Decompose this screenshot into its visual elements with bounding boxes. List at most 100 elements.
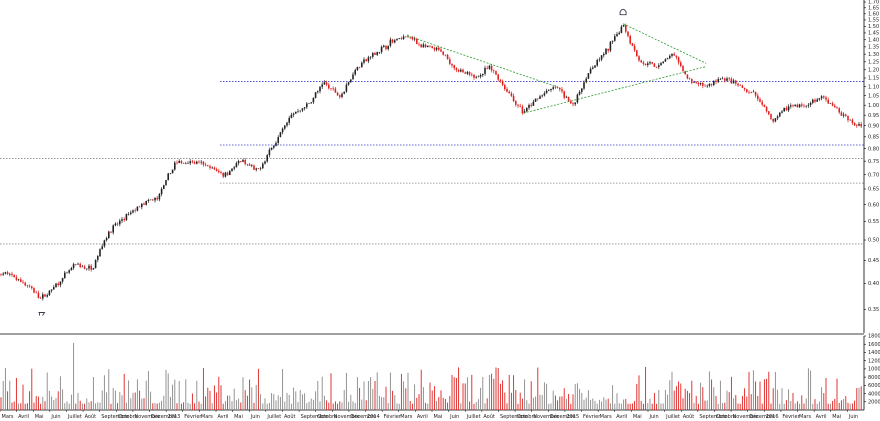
candle-body: [257, 168, 260, 170]
candle-body: [484, 67, 486, 74]
candle-body: [609, 41, 612, 51]
candle-body: [28, 285, 31, 287]
x-tick-label: Novembre: [733, 414, 759, 420]
candle-body: [633, 45, 636, 51]
candle-body: [838, 108, 840, 113]
candle-body: [53, 287, 55, 290]
candle-body: [152, 199, 154, 201]
candle-body: [642, 62, 645, 64]
price-tick-label: 0.35: [868, 307, 879, 313]
price-tick-label: 0.75: [868, 159, 879, 165]
candle-body: [853, 122, 856, 126]
candle-body: [334, 88, 337, 93]
candle-body: [303, 107, 306, 109]
candle-body: [174, 162, 176, 170]
candle-body: [739, 85, 741, 86]
candle-body: [59, 281, 62, 286]
price-tick-label: 1.25: [868, 60, 879, 66]
x-tick-label: Septembre: [101, 414, 129, 420]
candle-body: [576, 94, 579, 103]
candle-body: [836, 107, 838, 109]
candle-body: [721, 78, 724, 80]
price-tick-label: 0.80: [868, 146, 879, 152]
candle-body: [752, 91, 755, 93]
candle-body: [215, 169, 218, 171]
candle-body: [378, 52, 381, 53]
candle-body: [790, 105, 792, 107]
x-tick-label: Novembre: [134, 414, 160, 420]
candle-body: [301, 108, 304, 111]
candle-body: [453, 65, 455, 69]
trough-marker-icon: [38, 312, 46, 316]
candle-body: [741, 85, 744, 88]
price-tick-label: 1.00: [868, 103, 879, 109]
candle-body: [369, 56, 372, 58]
candle-body: [708, 83, 711, 86]
candle-body: [0, 273, 2, 275]
volume-bars: [0, 342, 862, 410]
candle-body: [730, 78, 733, 84]
candle-body: [270, 147, 273, 150]
candle-body: [451, 63, 453, 66]
candle-body: [374, 53, 376, 55]
x-axis: Mars Avril Mai Juin Juillet Août SeptembreOcto…: [0, 410, 858, 420]
candle-body: [39, 297, 42, 299]
candle-body: [213, 167, 216, 170]
candle-body: [585, 78, 587, 83]
candle-body: [31, 286, 33, 289]
candle-body: [856, 125, 858, 126]
candle-body: [224, 172, 227, 177]
candle-body: [26, 285, 29, 286]
candle-body: [105, 238, 108, 241]
candle-body: [561, 89, 563, 92]
candle-body: [517, 104, 519, 106]
candle-body: [187, 163, 189, 164]
candle-body: [600, 55, 603, 60]
candle-body: [262, 163, 264, 169]
x-tick-label: Mai: [35, 414, 44, 420]
x-tick-label: Avril: [616, 414, 627, 420]
candle-body: [165, 180, 167, 186]
volume-tick-label: 12000: [868, 358, 880, 364]
candle-body: [779, 112, 781, 117]
candle-body: [42, 294, 44, 299]
candle-body: [477, 76, 480, 78]
x-tick-label: Avril: [417, 414, 428, 420]
candle-body: [310, 102, 312, 104]
x-tick-label: Février: [384, 413, 402, 420]
candle-body: [814, 99, 816, 102]
candle-body: [246, 163, 249, 165]
candle-body: [402, 36, 405, 39]
candle-body: [565, 96, 568, 98]
x-tick-label: Septembre: [301, 414, 329, 420]
candle-body: [420, 44, 422, 48]
candle-body: [343, 91, 345, 94]
candle-body: [794, 104, 796, 107]
candle-body: [17, 279, 20, 280]
candle-body: [231, 168, 233, 172]
candle-body: [24, 282, 26, 286]
candle-body: [460, 69, 462, 72]
candle-body: [662, 61, 664, 64]
candle-body: [673, 53, 675, 56]
price-tick-label: 1.55: [868, 18, 879, 24]
candle-body: [116, 223, 119, 225]
x-tick-label: Mars: [400, 414, 412, 420]
volume-tick-label: 6000: [868, 383, 880, 389]
x-tick-label: 2015: [566, 414, 579, 420]
candle-body: [616, 34, 618, 37]
candle-body: [587, 73, 590, 79]
candle-body: [9, 273, 11, 275]
candle-body: [405, 36, 407, 38]
candle-body: [713, 80, 715, 85]
candle-body: [629, 35, 631, 44]
x-tick-label: Juillet: [266, 414, 281, 420]
candle-body: [842, 114, 845, 116]
candle-body: [427, 45, 429, 48]
candle-body: [572, 103, 574, 105]
candle-body: [94, 259, 97, 269]
candle-body: [77, 263, 79, 265]
price-tick-label: 0.90: [868, 123, 879, 129]
candle-body: [763, 104, 766, 107]
candle-body: [479, 74, 482, 77]
